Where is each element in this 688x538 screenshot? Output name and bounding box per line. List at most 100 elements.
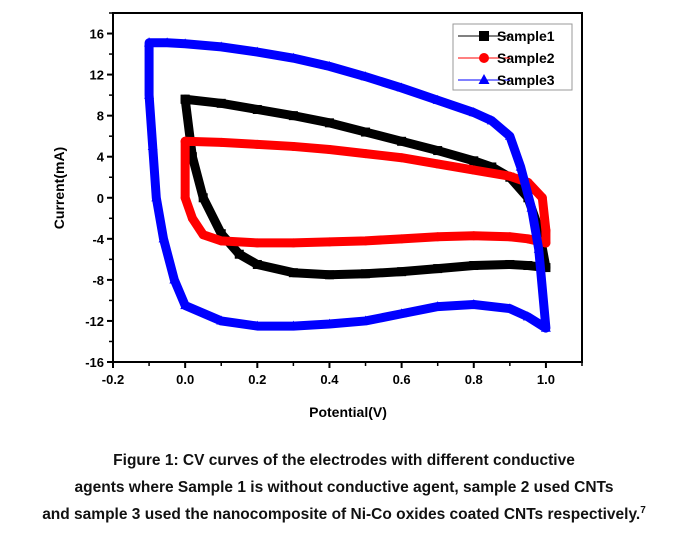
x-tick-label: 0.6 — [393, 372, 411, 387]
caption-reference: 7 — [640, 504, 646, 516]
data-point — [505, 259, 515, 269]
data-point — [361, 269, 371, 279]
data-point — [324, 145, 334, 155]
series-line — [144, 38, 551, 333]
data-point — [361, 127, 371, 137]
data-point — [144, 37, 155, 47]
data-point — [324, 237, 334, 247]
data-point — [288, 111, 298, 121]
series-sample3 — [144, 37, 551, 333]
x-tick-label: 0.2 — [248, 372, 266, 387]
caption-line-1: Figure 1: CV curves of the electrodes wi… — [113, 452, 575, 469]
data-point — [433, 232, 443, 242]
x-tick-label: 0.4 — [320, 372, 339, 387]
data-point — [526, 202, 537, 212]
data-point — [252, 104, 262, 114]
data-point — [361, 149, 371, 159]
data-point — [216, 236, 226, 246]
y-tick-label: -8 — [92, 273, 104, 288]
data-point — [396, 82, 407, 92]
data-point — [397, 234, 407, 244]
data-point — [469, 261, 479, 271]
data-point — [288, 52, 299, 62]
data-point — [396, 308, 407, 318]
data-point — [216, 229, 226, 239]
data-point — [505, 232, 515, 242]
y-axis-label: Current(mA) — [51, 147, 67, 229]
data-point — [288, 238, 298, 248]
data-point — [180, 300, 191, 310]
caption-line-2: agents where Sample 1 is without conduct… — [74, 479, 614, 496]
y-tick-label: 0 — [97, 191, 104, 206]
series-sample2 — [180, 136, 551, 248]
data-point — [180, 136, 190, 146]
data-point — [522, 311, 533, 321]
data-point — [151, 192, 162, 202]
data-point — [288, 141, 298, 151]
data-point — [361, 236, 371, 246]
cv-chart: -0.2 0.0 0.2 0.4 0.6 0.8 1.0-16-12-8-40481216 … — [51, 12, 583, 420]
data-point — [397, 267, 407, 277]
data-point — [180, 193, 190, 203]
legend-marker — [479, 31, 489, 41]
data-point — [158, 233, 169, 243]
data-point — [216, 41, 227, 51]
data-point — [541, 226, 551, 236]
data-point — [144, 89, 155, 99]
data-point — [537, 193, 547, 203]
legend-label: Sample3 — [497, 72, 555, 88]
data-point — [324, 318, 335, 328]
y-tick-label: 12 — [90, 68, 104, 83]
data-point — [180, 38, 191, 48]
legend-marker — [479, 53, 489, 63]
y-tick-label: 8 — [97, 109, 104, 124]
data-point — [433, 146, 443, 156]
curves — [144, 37, 551, 333]
y-tick-label: -4 — [92, 232, 104, 247]
data-point — [216, 137, 226, 147]
data-point — [252, 320, 263, 330]
data-point — [169, 274, 180, 284]
data-point — [288, 320, 299, 330]
data-point — [397, 136, 407, 146]
data-point — [234, 249, 244, 259]
x-tick-label: -0.2 — [102, 372, 124, 387]
y-tick-label: -16 — [85, 355, 104, 370]
y-tick-label: -12 — [85, 314, 104, 329]
data-point — [397, 153, 407, 163]
data-point — [180, 94, 190, 104]
data-point — [198, 193, 208, 203]
data-point — [324, 270, 334, 280]
data-point — [252, 259, 262, 269]
data-point — [523, 234, 533, 244]
data-point — [147, 141, 158, 151]
data-point — [523, 261, 533, 271]
data-point — [162, 37, 173, 47]
legend: Sample1 Sample2 Sample3 — [452, 23, 573, 91]
y-tick-label: 16 — [90, 27, 104, 42]
axes: -0.2 0.0 0.2 0.4 0.6 0.8 1.0 -16 -12 -8 -4 0 4 8 12 16 — [85, 12, 583, 387]
data-point — [252, 46, 263, 56]
data-point — [324, 60, 335, 70]
data-point — [216, 98, 226, 108]
x-tick-label: 1.0 — [537, 372, 555, 387]
data-point — [504, 303, 515, 313]
data-point — [187, 213, 197, 223]
data-point — [533, 243, 544, 253]
data-point — [505, 171, 515, 181]
data-point — [432, 94, 443, 104]
data-point — [468, 299, 479, 309]
data-point — [504, 130, 515, 140]
data-point — [433, 159, 443, 169]
legend-label: Sample1 — [497, 28, 555, 44]
plot-frame — [112, 12, 583, 363]
y-tick-label: 4 — [97, 150, 105, 165]
data-point — [468, 107, 479, 117]
data-point — [324, 118, 334, 128]
data-point — [540, 322, 551, 332]
data-point — [541, 238, 551, 248]
data-point — [469, 156, 479, 166]
data-point — [469, 165, 479, 175]
data-point — [187, 152, 197, 162]
caption-line-3: and sample 3 used the nanocomposite of N… — [0, 501, 688, 528]
